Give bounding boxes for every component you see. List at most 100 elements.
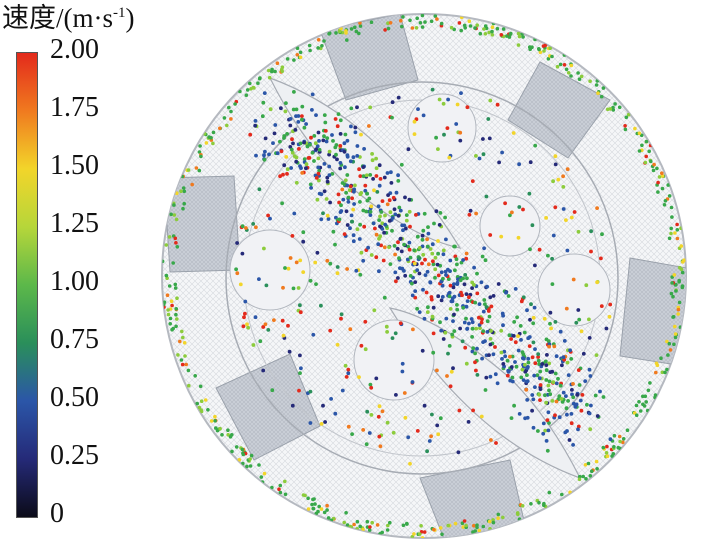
particle: [672, 342, 676, 347]
particle: [485, 330, 490, 334]
particle: [561, 355, 566, 359]
particle: [402, 242, 406, 247]
particle: [475, 23, 480, 27]
particle: [254, 153, 258, 158]
particle: [355, 154, 360, 158]
particle: [340, 388, 345, 393]
particle: [553, 205, 558, 210]
particle: [363, 188, 368, 193]
particle: [561, 207, 566, 211]
particle: [333, 145, 338, 150]
particle: [637, 149, 642, 153]
particle: [240, 224, 245, 229]
particle: [349, 213, 354, 218]
particle: [666, 183, 670, 187]
particle: [298, 303, 302, 308]
particle: [257, 76, 262, 81]
particle: [563, 430, 568, 435]
particle: [396, 173, 400, 178]
particle: [396, 240, 400, 245]
particle: [513, 360, 517, 364]
particle: [316, 130, 321, 135]
particle: [553, 320, 558, 324]
particle: [432, 527, 436, 532]
particle: [302, 125, 307, 130]
particle: [488, 295, 493, 300]
particle: [560, 492, 564, 497]
particle: [568, 348, 572, 353]
particle: [368, 105, 373, 110]
particle: [654, 370, 658, 375]
particle: [316, 38, 321, 42]
particle: [660, 171, 664, 175]
particle: [198, 384, 203, 389]
particle: [509, 337, 513, 341]
particle: [544, 363, 549, 367]
particle: [329, 397, 333, 401]
particle: [359, 343, 364, 348]
particle: [285, 132, 289, 136]
particle: [376, 204, 381, 209]
particle: [604, 326, 609, 331]
particle: [344, 190, 348, 195]
particle: [381, 258, 386, 263]
particle: [526, 356, 531, 361]
particle: [554, 354, 559, 359]
particle: [197, 405, 202, 410]
particle: [440, 532, 444, 537]
particle: [183, 354, 187, 358]
particle: [577, 383, 582, 387]
particle: [441, 101, 446, 106]
particle: [251, 343, 256, 347]
particle: [206, 408, 210, 412]
particle: [310, 108, 314, 112]
particle: [365, 519, 370, 524]
particle: [389, 170, 393, 175]
particle: [569, 63, 574, 68]
particle: [181, 335, 185, 340]
particle: [546, 383, 551, 388]
particle: [345, 38, 349, 42]
particle: [398, 321, 403, 326]
particle: [488, 98, 493, 103]
particle: [378, 177, 383, 181]
particle: [505, 373, 510, 378]
particle: [517, 205, 522, 209]
particle: [646, 388, 651, 393]
tick-label: 0: [50, 498, 64, 529]
particle: [361, 208, 366, 213]
particle: [473, 351, 477, 356]
particle: [530, 223, 535, 228]
particle: [310, 502, 314, 507]
particle: [400, 361, 405, 366]
particle: [428, 247, 433, 251]
particle: [437, 97, 442, 102]
particle: [477, 528, 482, 533]
particle: [315, 250, 320, 255]
particle: [300, 171, 305, 175]
particle: [289, 166, 293, 170]
particle: [358, 524, 362, 529]
particle: [512, 320, 517, 324]
particle: [429, 297, 434, 302]
particle: [380, 221, 385, 226]
particle: [517, 162, 521, 167]
particle: [167, 284, 172, 288]
particle: [577, 477, 582, 482]
particle: [398, 208, 403, 213]
particle: [408, 255, 413, 260]
particle: [403, 415, 408, 420]
particle: [309, 135, 313, 140]
particle: [337, 29, 342, 34]
particle: [571, 395, 576, 400]
particle: [680, 270, 685, 275]
particle: [175, 296, 179, 301]
particle: [559, 397, 564, 401]
particle: [410, 281, 414, 286]
particle: [547, 361, 552, 366]
particle: [248, 81, 252, 86]
particle: [484, 305, 489, 309]
particle: [386, 523, 390, 528]
particle: [272, 318, 276, 322]
particle: [420, 348, 425, 353]
